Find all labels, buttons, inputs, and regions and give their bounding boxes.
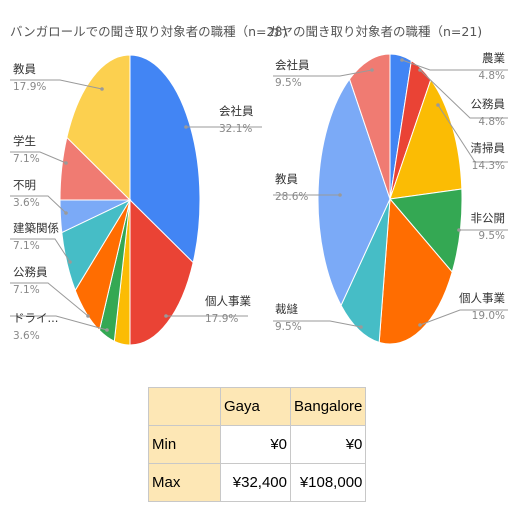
gaya-slice-label-1: 公務員 xyxy=(471,97,506,111)
bangalore-leader-5 xyxy=(10,238,71,263)
bangalore-slice-percent-6: 3.6% xyxy=(13,197,40,209)
bangalore-leader-dot-6 xyxy=(64,211,68,215)
bangalore-slice-label-8: 教員 xyxy=(13,62,36,76)
bangalore-slice-percent-0: 32.1% xyxy=(219,123,252,135)
bangalore-leader-3 xyxy=(10,315,108,331)
bangalore-leader-dot-8 xyxy=(100,87,104,91)
bangalore-slice-percent-5: 7.1% xyxy=(13,240,40,252)
bangalore-slice-8 xyxy=(66,54,131,202)
gaya-slice-label-7: 会社員 xyxy=(275,58,310,72)
gaya-slice-3 xyxy=(389,188,463,274)
bangalore-column-header: Bangalore xyxy=(289,387,367,426)
bangalore-slice-label-3: ドライ... xyxy=(13,311,58,325)
gaya-slice-label-0: 農業 xyxy=(482,51,505,65)
gaya-leader-dot-2 xyxy=(436,103,440,107)
gaya-pie xyxy=(317,53,463,345)
gaya-slice-label-5: 裁縫 xyxy=(275,302,298,316)
gaya-leader-1 xyxy=(419,69,508,119)
gaya-slice-percent-6: 28.6% xyxy=(275,191,308,203)
bangalore-slice-percent-4: 7.1% xyxy=(13,284,40,296)
gaya-column-header: Gaya xyxy=(220,387,291,426)
gaya-leader-4 xyxy=(419,309,508,326)
bangalore-slice-label-4: 公務員 xyxy=(13,265,48,279)
bangalore-slice-1 xyxy=(129,198,194,346)
bangalore-slice-label-7: 学生 xyxy=(13,134,36,148)
bangalore-leader-6 xyxy=(10,195,67,214)
gaya-leader-5 xyxy=(273,320,362,328)
gaya-leader-2 xyxy=(437,104,508,163)
gaya-slice-label-3: 非公開 xyxy=(471,211,506,225)
table-corner-cell xyxy=(148,387,221,426)
bangalore-pie xyxy=(59,54,201,346)
gaya-slice-percent-5: 9.5% xyxy=(275,321,302,333)
gaya-leader-dot-3 xyxy=(457,228,461,232)
gaya-slice-7 xyxy=(348,53,391,200)
bangalore-slice-0 xyxy=(129,54,201,264)
gaya-leader-dot-1 xyxy=(418,68,422,72)
gaya-slice-label-6: 教員 xyxy=(275,172,298,186)
row-label-min: Min xyxy=(148,425,221,464)
gaya-slice-5 xyxy=(340,198,391,344)
bangalore-leader-dot-1 xyxy=(164,314,168,318)
gaya-slice-percent-3: 9.5% xyxy=(478,230,505,242)
table-row: Max ¥32,400 ¥108,000 xyxy=(148,463,367,502)
gaya-slice-percent-1: 4.8% xyxy=(478,116,505,128)
gaya-slice-label-4: 個人事業 xyxy=(459,291,505,305)
gaya-chart-title: ガヤの聞き取り対象者の職種（n=21) xyxy=(268,24,482,39)
bangalore-leader-dot-0 xyxy=(184,125,188,129)
gaya-leader-0 xyxy=(401,59,508,71)
bangalore-slice-label-6: 不明 xyxy=(13,178,36,192)
gaya-slice-6 xyxy=(317,77,391,307)
gaya-leader-dot-5 xyxy=(359,325,363,329)
bangalore-slice-percent-1: 17.9% xyxy=(205,313,238,325)
salary-table: Gaya Bangalore Min ¥0 ¥0 Max ¥32,400 ¥10… xyxy=(148,387,367,502)
gaya-leader-7 xyxy=(273,69,373,77)
bangalore-max-cell: ¥108,000 xyxy=(289,463,367,502)
gaya-slice-percent-0: 4.8% xyxy=(478,70,505,82)
bangalore-chart-title: バンガロールでの聞き取り対象者の職種（n=28) xyxy=(10,24,287,39)
bangalore-slice-percent-3: 3.6% xyxy=(13,330,40,342)
bangalore-leader-8 xyxy=(10,79,103,90)
bangalore-slice-percent-8: 17.9% xyxy=(13,81,46,93)
bangalore-leader-dot-4 xyxy=(86,314,90,318)
bangalore-leader-dot-5 xyxy=(68,260,72,264)
gaya-slice-percent-7: 9.5% xyxy=(275,77,302,89)
bangalore-slice-percent-7: 7.1% xyxy=(13,153,40,165)
table-header-row: Gaya Bangalore xyxy=(148,387,367,426)
gaya-leader-dot-4 xyxy=(418,323,422,327)
gaya-leader-dot-0 xyxy=(400,58,404,62)
gaya-slice-label-2: 清掃員 xyxy=(471,141,506,155)
bangalore-leader-dot-7 xyxy=(64,161,68,165)
bangalore-leader-7 xyxy=(10,151,67,164)
gaya-leader-dot-6 xyxy=(338,193,342,197)
bangalore-slice-label-5: 建築関係 xyxy=(13,221,59,235)
gaya-slice-percent-2: 14.3% xyxy=(472,160,505,172)
gaya-slice-percent-4: 19.0% xyxy=(472,310,505,322)
gaya-min-cell: ¥0 xyxy=(220,425,291,464)
gaya-leader-dot-7 xyxy=(370,68,374,72)
bangalore-leader-4 xyxy=(10,282,89,317)
gaya-max-cell: ¥32,400 xyxy=(220,463,291,502)
pie-charts: バンガロールでの聞き取り対象者の職種（n=28) ガヤの聞き取り対象者の職種（n… xyxy=(10,24,508,346)
bangalore-slice-label-0: 会社員 xyxy=(219,104,254,118)
gaya-labels: 農業 4.8% 公務員 4.8% 清掃員 14.3% 非公開 9.5% 個人事業 19.0% 裁縫 9… xyxy=(273,51,508,333)
gaya-slice-4 xyxy=(378,197,453,345)
row-label-max: Max xyxy=(148,463,221,502)
bangalore-slice-label-1: 個人事業 xyxy=(205,294,251,308)
bangalore-min-cell: ¥0 xyxy=(289,425,367,464)
bangalore-leader-dot-3 xyxy=(105,328,109,332)
bangalore-labels: 会社員 32.1% 個人事業 17.9% ドライ... 3.6% 公務員 7.1% 建築関係 7.… xyxy=(10,62,262,342)
table-row: Min ¥0 ¥0 xyxy=(148,425,367,464)
